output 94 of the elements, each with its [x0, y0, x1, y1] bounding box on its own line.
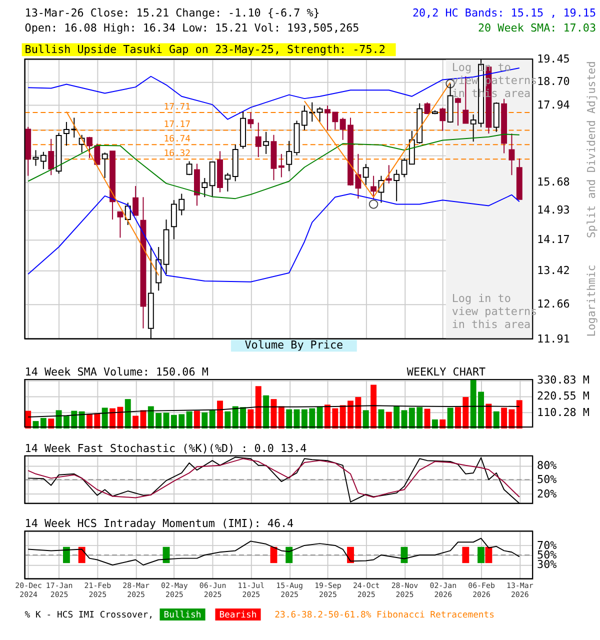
- candlestick: [370, 175, 377, 200]
- bar: [40, 418, 46, 429]
- candlestick: [316, 106, 323, 122]
- bar: [447, 408, 454, 429]
- bar: [255, 386, 262, 429]
- bar: [486, 404, 492, 429]
- y-tick-label: 15.68: [537, 175, 570, 188]
- bar: [248, 409, 254, 429]
- bar: [186, 411, 192, 429]
- candlestick: [493, 102, 500, 132]
- text: WEEKLY CHART: [406, 365, 486, 378]
- y-tick-label: 20%: [537, 487, 558, 500]
- candlestick: [386, 164, 392, 184]
- candlestick: [132, 185, 139, 216]
- candlestick: [40, 151, 46, 170]
- y-tick-label: 12.66: [537, 297, 570, 310]
- chart-title: 14 Week Fast Stochastic (%K)(%D) : 0.0 13.4: [24, 442, 308, 455]
- candlestick: [224, 172, 231, 192]
- bar: [316, 406, 323, 429]
- candlestick: [263, 131, 270, 154]
- y-tick-label: 19.45: [537, 52, 570, 66]
- text: Logarithmic: [585, 264, 598, 337]
- y-tick-label: 13.42: [537, 264, 570, 278]
- y-tick-label: 18.70: [537, 75, 570, 88]
- candlestick: [286, 140, 292, 172]
- y-tick-label: 50%: [537, 473, 558, 486]
- candlestick: [248, 112, 254, 129]
- y-tick-label: 14.93: [537, 203, 570, 216]
- y-tick-label: 30%: [537, 558, 558, 571]
- line-series: [28, 538, 520, 566]
- y-tick-label: 11.91: [537, 332, 570, 346]
- annotation: Volume By Price: [244, 338, 344, 352]
- candlestick: [508, 133, 515, 176]
- y-axis-title: Split and Dividend Adjusted: [585, 61, 598, 238]
- candlestick: [440, 107, 446, 132]
- text: 20,2 HC Bands: 15.15 , 19.15: [412, 6, 596, 20]
- chart-subtitle: Open: 16.08 High: 16.34 Low: 15.21 Vol: 193,505,265: [24, 21, 360, 34]
- candlestick: [32, 150, 39, 166]
- bar: [132, 416, 139, 429]
- ref-line-label: 17.71: [164, 102, 191, 113]
- y-tick-label: 330.83 M: [537, 374, 590, 387]
- ref-line-label: 16.74: [164, 134, 191, 145]
- y-tick-label: 110.28 M: [537, 406, 590, 419]
- y-tick-label: 14.17: [537, 233, 570, 246]
- candlestick: [102, 152, 108, 178]
- y-tick-label: 220.55 M: [537, 390, 590, 403]
- candlestick: [362, 164, 369, 186]
- bar: [209, 410, 216, 429]
- ref-line-label: 17.17: [164, 120, 191, 130]
- candlestick: [394, 169, 400, 202]
- candlestick: [278, 153, 284, 178]
- bar: [224, 411, 231, 429]
- bar: [278, 406, 284, 429]
- y-tick-label: 70%: [537, 538, 558, 552]
- candlestick: [124, 202, 131, 226]
- candlestick: [401, 158, 408, 178]
- bar: [194, 410, 200, 429]
- candlestick: [255, 122, 262, 158]
- y-tick-label: 17.94: [537, 98, 570, 112]
- text: Bullish: [164, 610, 202, 620]
- bar: [217, 400, 223, 429]
- bar: [386, 412, 392, 429]
- chart-title: 13-Mar-26 Close: 15.21 Change: -1.10 {-6.7 %}: [24, 6, 320, 20]
- bar: [424, 408, 430, 429]
- candlestick: [455, 97, 461, 126]
- text: 20 Week SMA: 17.03: [478, 21, 596, 34]
- bar: [124, 399, 131, 429]
- bar: [516, 400, 522, 429]
- bar: [286, 409, 292, 429]
- candlestick: [117, 211, 124, 238]
- bar: [202, 412, 208, 429]
- text: 23.6-38.2-50-61.8% Fibonacci Retracements: [274, 610, 495, 620]
- chart-title: 14 Week HCS Intraday Momentum (IMI): 46.4: [24, 517, 294, 530]
- ref-line-label: 16.32: [164, 149, 191, 160]
- bar: [102, 408, 108, 429]
- text: Bullish Upside Tasuki Gap on 23-May-25, Strength: -75.2: [24, 43, 386, 56]
- line-series: [28, 193, 520, 282]
- line-series: [28, 405, 520, 418]
- bar: [362, 410, 369, 429]
- text: 14 Week SMA Volume: 150.06 M: [24, 365, 209, 378]
- bar: [378, 409, 384, 429]
- bar: [493, 411, 500, 429]
- candlestick: [48, 138, 54, 176]
- bar: [370, 384, 377, 429]
- bar: [263, 395, 270, 429]
- line-series: [28, 134, 520, 200]
- y-tick-label: 80%: [537, 458, 558, 472]
- text: % K - HCS IMI Crossover,: [24, 610, 154, 620]
- text: Bearish: [219, 610, 257, 620]
- bar: [48, 418, 54, 429]
- candlestick: [186, 160, 192, 176]
- candlestick: [202, 177, 208, 198]
- bar: [394, 406, 400, 429]
- candlestick: [209, 161, 216, 198]
